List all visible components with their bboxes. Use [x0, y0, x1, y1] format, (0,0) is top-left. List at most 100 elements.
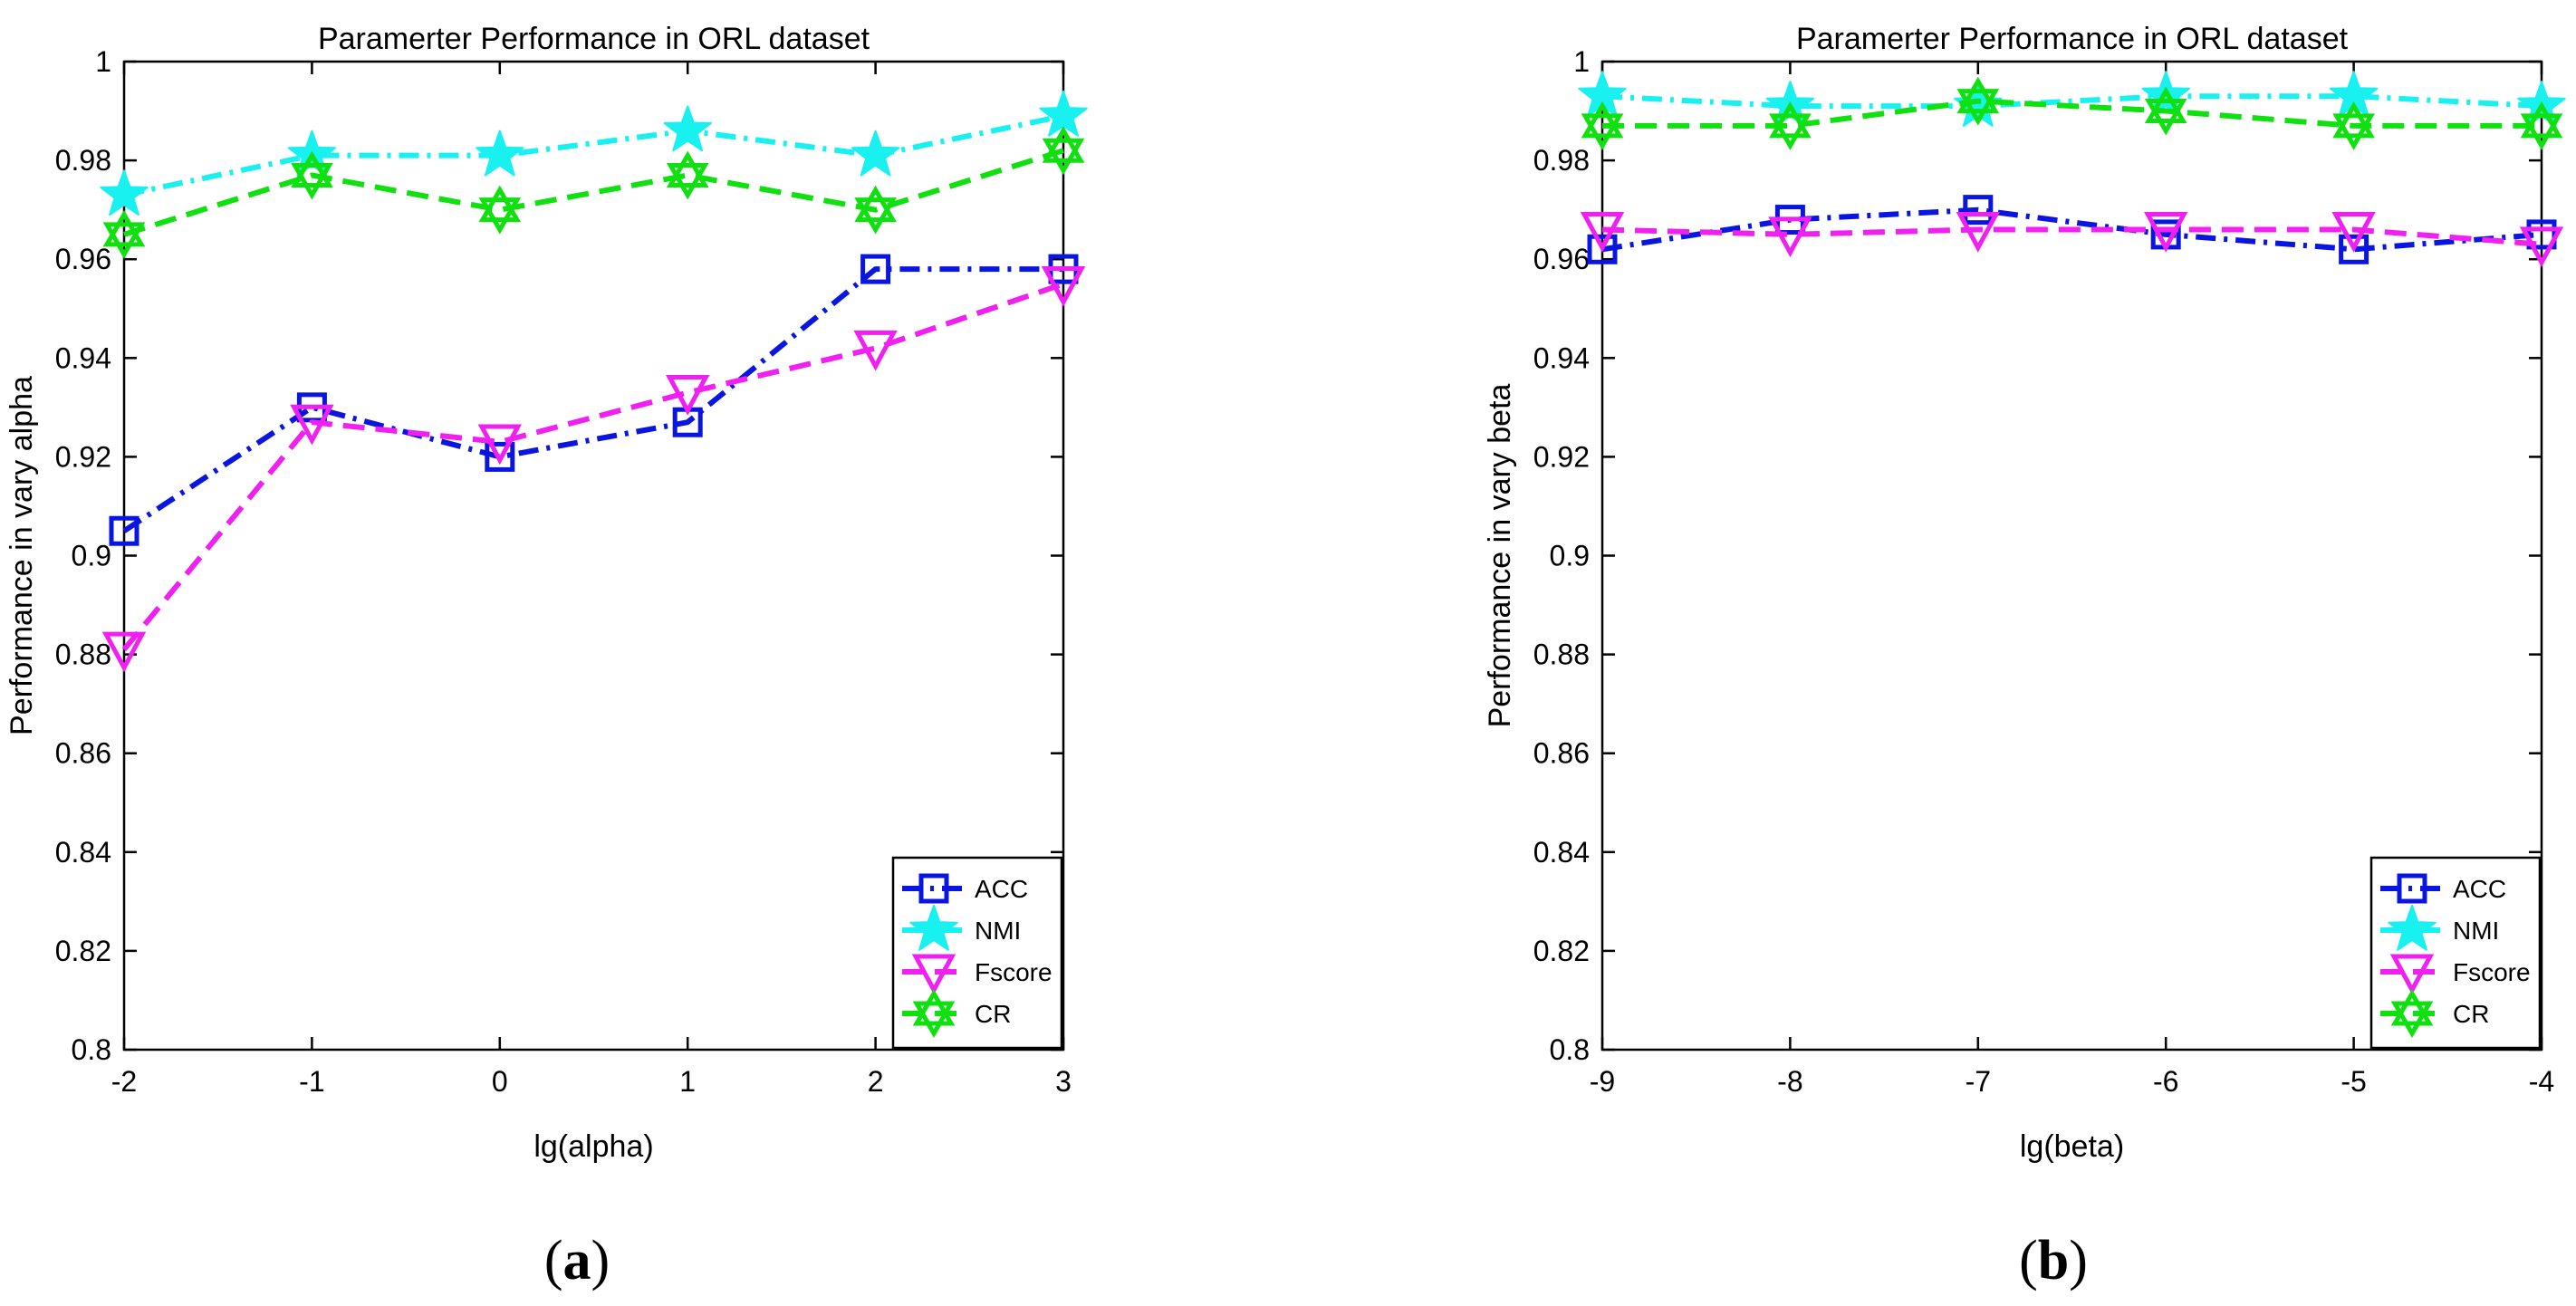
data-point: [2144, 211, 2188, 253]
data-point: [1768, 216, 1812, 258]
y-tick-label: 0.96: [1533, 243, 1590, 275]
hexagram-up-triangle: [2332, 101, 2375, 139]
data-point: [476, 130, 524, 177]
legend-marker: [911, 954, 956, 995]
legend-marker: [2390, 988, 2434, 1039]
legend-label: ACC: [2453, 875, 2506, 903]
y-tick-label: 0.9: [1550, 540, 1590, 572]
series-line: [122, 266, 1063, 533]
b-y-ticks: 0.8 0.82 0.84 0.86 0.88 0.9 0.92 0.94 0.96 0.98 1: [1533, 45, 2542, 1066]
caption-b: (b): [2019, 1230, 2088, 1292]
legend-marker: [2388, 905, 2437, 951]
hexagram-up-triangle: [1042, 126, 1085, 163]
data-point: [2331, 211, 2376, 253]
data-point: [666, 374, 710, 416]
hexagram-up-triangle: [854, 185, 897, 223]
a-x-ticks: -2 -1 0 1 2 3: [111, 62, 1072, 1098]
data-point: [101, 631, 147, 673]
y-tick-label: 0.94: [55, 341, 111, 374]
data-point: [853, 330, 898, 371]
hexagram-down-triangle: [1042, 138, 1085, 176]
y-tick-label: 0.88: [55, 639, 111, 671]
legend-item-fscore: Fscore: [2380, 954, 2531, 995]
data-point: [100, 169, 149, 216]
hexagram-up-triangle: [2144, 86, 2187, 124]
legend-item-cr: CR: [2380, 988, 2489, 1039]
data-point: [1956, 76, 2000, 126]
y-tick-label: 1: [1573, 45, 1590, 78]
data-point: [1041, 265, 1086, 307]
y-tick-label: 0.8: [72, 1033, 111, 1066]
x-tick-label: -9: [1590, 1065, 1615, 1098]
b-chart-title: Paramerter Performance in ORL dataset: [1796, 22, 2349, 56]
x-tick-label: 1: [679, 1065, 696, 1098]
hexagram-down-triangle: [1956, 89, 2000, 126]
legend-label: CR: [2453, 1000, 2489, 1028]
hexagram-up-triangle: [2390, 988, 2434, 1026]
legend-marker: [2389, 954, 2435, 995]
hexagram-down-triangle: [2390, 1001, 2434, 1039]
hexagram-up-triangle: [478, 185, 522, 223]
data-point: [291, 150, 333, 200]
a-y-axis-label: Performance in vary alpha: [5, 376, 39, 735]
y-tick-label: 0.92: [55, 440, 111, 473]
legend-marker: [2397, 873, 2427, 904]
data-point: [478, 185, 522, 235]
y-tick-label: 0.8: [1550, 1033, 1590, 1066]
hexagram-down-triangle: [912, 1001, 956, 1039]
x-tick-label: 0: [492, 1065, 508, 1098]
a-legend: ACC NMI Fscore CR: [891, 856, 1063, 1050]
data-point: [1769, 101, 1812, 150]
data-point: [1581, 101, 1624, 150]
a-x-axis-label: lg(alpha): [533, 1129, 653, 1164]
legend-item-acc: ACC: [902, 873, 1028, 904]
y-tick-label: 0.92: [1533, 440, 1590, 473]
y-tick-label: 0.94: [1533, 341, 1590, 374]
legend-item-nmi: NMI: [902, 905, 1021, 951]
hexagram-up-triangle: [666, 150, 709, 187]
y-tick-label: 0.96: [55, 243, 111, 275]
hexagram-down-triangle: [291, 162, 333, 200]
b-series-cr: [1581, 76, 2563, 150]
data-point: [663, 105, 712, 152]
series-line: [1602, 98, 2542, 129]
hexagram-down-triangle: [478, 197, 522, 235]
y-tick-label: 0.88: [1533, 639, 1590, 671]
x-tick-label: -6: [2153, 1065, 2178, 1098]
x-tick-label: -1: [299, 1065, 324, 1098]
data-point: [1039, 91, 1088, 137]
data-point: [1956, 211, 2000, 253]
data-point: [2520, 101, 2563, 150]
a-series-cr: [102, 126, 1085, 259]
hexagram-up-triangle: [1769, 101, 1812, 139]
x-tick-label: 3: [1055, 1065, 1072, 1098]
series-line: [1601, 226, 2542, 247]
data-point: [854, 185, 897, 235]
data-point: [1042, 126, 1085, 176]
x-tick-label: 2: [868, 1065, 884, 1098]
hexagram-up-triangle: [291, 150, 333, 187]
b-x-ticks: -9 -8 -7 -6 -5 -4: [1590, 62, 2554, 1098]
data-point: [666, 150, 709, 200]
b-series-fscore: [1580, 211, 2564, 268]
legend-item-cr: CR: [902, 988, 1011, 1039]
data-point: [860, 254, 891, 284]
b-y-axis-label: Performance in vary beta: [1483, 383, 1517, 727]
legend-label: ACC: [975, 875, 1028, 903]
y-tick-label: 0.98: [55, 144, 111, 177]
y-tick-label: 1: [95, 45, 111, 78]
data-point: [1963, 195, 1994, 226]
legend-label: Fscore: [975, 958, 1053, 986]
data-point: [1587, 234, 1618, 264]
y-tick-label: 0.82: [1533, 935, 1590, 967]
x-tick-label: -4: [2529, 1065, 2554, 1098]
hexagram-down-triangle: [2332, 113, 2375, 150]
x-tick-label: -7: [1966, 1065, 1991, 1098]
hexagram-up-triangle: [1581, 101, 1624, 139]
hexagram-down-triangle: [1581, 113, 1624, 150]
series-line: [121, 281, 1064, 652]
data-point: [851, 130, 900, 177]
legend-item-fscore: Fscore: [902, 954, 1053, 995]
hexagram-down-triangle: [1769, 113, 1812, 150]
